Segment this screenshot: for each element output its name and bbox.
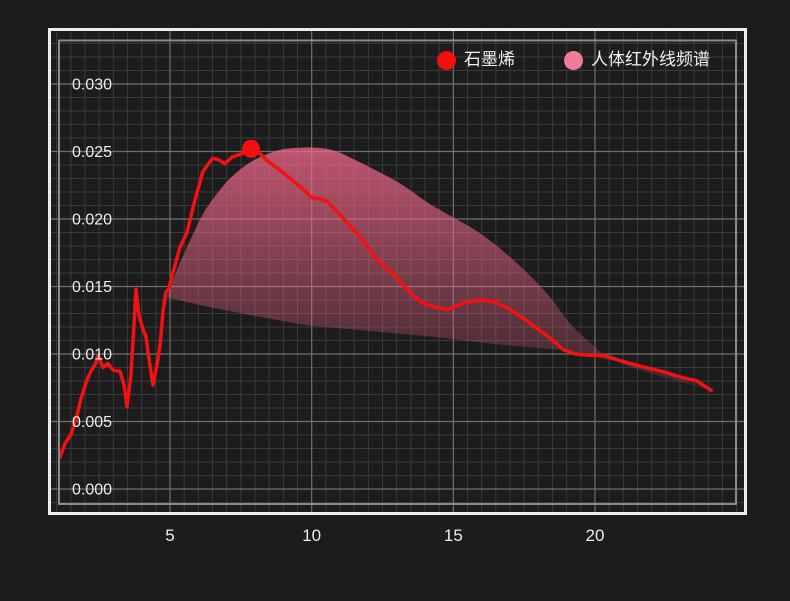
y-axis-tick-labels: 0.000 0.005 0.010 0.015 0.020 0.025 0.030 <box>72 77 112 499</box>
series-line-graphene <box>60 147 713 460</box>
svg-text:15: 15 <box>444 526 463 545</box>
legend-marker-graphene-icon <box>437 50 456 70</box>
legend-item-graphene[interactable]: 石墨烯 <box>437 50 515 70</box>
legend-label-human-ir: 人体红外线频谱 <box>591 50 710 69</box>
svg-text:0.025: 0.025 <box>72 144 112 161</box>
svg-text:0.010: 0.010 <box>72 347 112 364</box>
svg-text:0.005: 0.005 <box>72 414 112 431</box>
svg-text:5: 5 <box>165 526 174 545</box>
svg-text:10: 10 <box>302 526 321 545</box>
svg-text:0.030: 0.030 <box>72 77 112 94</box>
data-point-marker <box>242 139 261 158</box>
plot-outer-border <box>48 28 747 515</box>
series-area-human-ir <box>167 147 712 390</box>
legend-marker-human-ir-icon <box>564 50 583 70</box>
legend-item-human-ir[interactable]: 人体红外线频谱 <box>564 50 710 70</box>
svg-text:20: 20 <box>586 526 605 545</box>
svg-text:0.015: 0.015 <box>72 279 112 296</box>
svg-text:0.000: 0.000 <box>72 482 112 499</box>
legend-label-graphene: 石墨烯 <box>464 50 515 69</box>
svg-text:0.020: 0.020 <box>72 212 112 229</box>
plot-inner-border <box>58 39 737 505</box>
x-axis-tick-labels: 5 10 15 20 <box>165 526 604 545</box>
